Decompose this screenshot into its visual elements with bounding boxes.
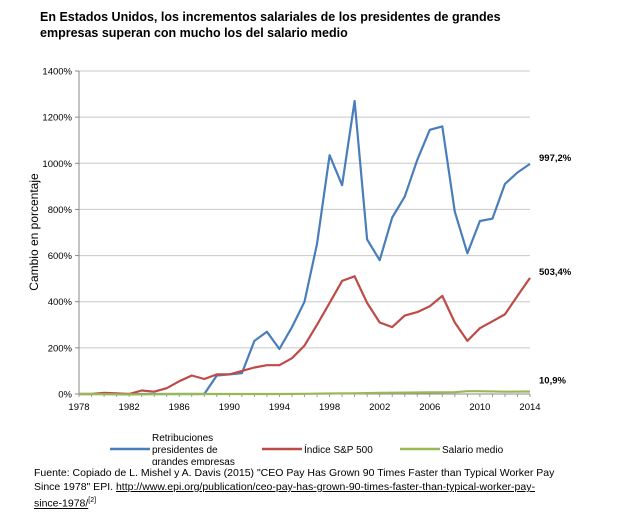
x-tick-label: 2014 <box>519 402 540 413</box>
legend-label-line: grandes empresas <box>152 457 235 465</box>
x-tick-label: 2010 <box>469 402 490 413</box>
series-line-0 <box>79 99 531 396</box>
source-line-1: Fuente: Copiado de L. Mishel y A. Davis … <box>34 467 555 479</box>
end-label-0: 997,2% <box>539 153 572 164</box>
y-tick-label: 1400% <box>42 67 72 78</box>
source-link-2[interactable]: since-1978/ <box>34 497 89 510</box>
x-tick-label: 2002 <box>369 402 390 413</box>
source-line-3: since-1978/[2] <box>34 494 614 511</box>
source-note: Fuente: Copiado de L. Mishel y A. Davis … <box>34 466 614 511</box>
x-tick-label: 2006 <box>419 402 440 413</box>
source-text: Since 1978" EPI. <box>34 481 116 493</box>
chart-svg: 0% 200% 400% 600% 800% 1000% 1200% 1400% 1978 198… <box>27 67 572 466</box>
x-tick-label: 1998 <box>319 402 340 413</box>
series-layer <box>78 99 531 396</box>
legend-label-line: Índice S&P 500 <box>304 443 373 456</box>
legend-label-line: Salario medio <box>442 445 504 456</box>
legend-label-line: presidentes de <box>152 445 218 456</box>
legend-label-line: Retribuciones <box>152 433 213 444</box>
y-tick-label: 1200% <box>42 113 72 124</box>
legend-label-0: Retribuciones presidentes de grandes empre… <box>152 433 235 465</box>
series-line-2 <box>78 390 531 396</box>
x-tick-label: 1990 <box>219 402 240 413</box>
legend-label-1: Índice S&P 500 <box>304 443 373 456</box>
y-tick-label: 1000% <box>42 159 72 170</box>
x-tick-label: 1994 <box>269 402 290 413</box>
y-tick-label: 800% <box>48 205 73 216</box>
y-tick-label: 200% <box>48 343 73 354</box>
chart-title: En Estados Unidos, los incrementos salar… <box>40 10 501 40</box>
footnote-mark[interactable]: [2] <box>88 497 97 504</box>
legend-label-2: Salario medio <box>442 445 504 456</box>
y-tick-label: 400% <box>48 297 73 308</box>
source-line-2: Since 1978" EPI. http://www.epi.org/publ… <box>34 480 614 494</box>
x-tick-label: 1986 <box>169 402 190 413</box>
y-tick-label: 0% <box>58 390 72 401</box>
end-label-2: 10,9% <box>539 375 566 386</box>
y-axis-label: Cambio en porcentaje <box>27 173 41 291</box>
x-tick-label: 1978 <box>68 402 89 413</box>
x-tick-label: 1982 <box>119 402 140 413</box>
y-tick-label: 600% <box>48 251 73 262</box>
labels-layer: 997,2% 503,4% 10,9% <box>539 153 572 387</box>
series-line-1 <box>79 275 531 396</box>
axes: 0% 200% 400% 600% 800% 1000% 1200% 1400% 1978 198… <box>42 67 540 414</box>
source-link-1[interactable]: http://www.epi.org/publication/ceo-pay-h… <box>115 481 535 493</box>
legend: Retribuciones presidentes de grandes empre… <box>110 433 504 465</box>
end-label-1: 503,4% <box>539 267 572 278</box>
